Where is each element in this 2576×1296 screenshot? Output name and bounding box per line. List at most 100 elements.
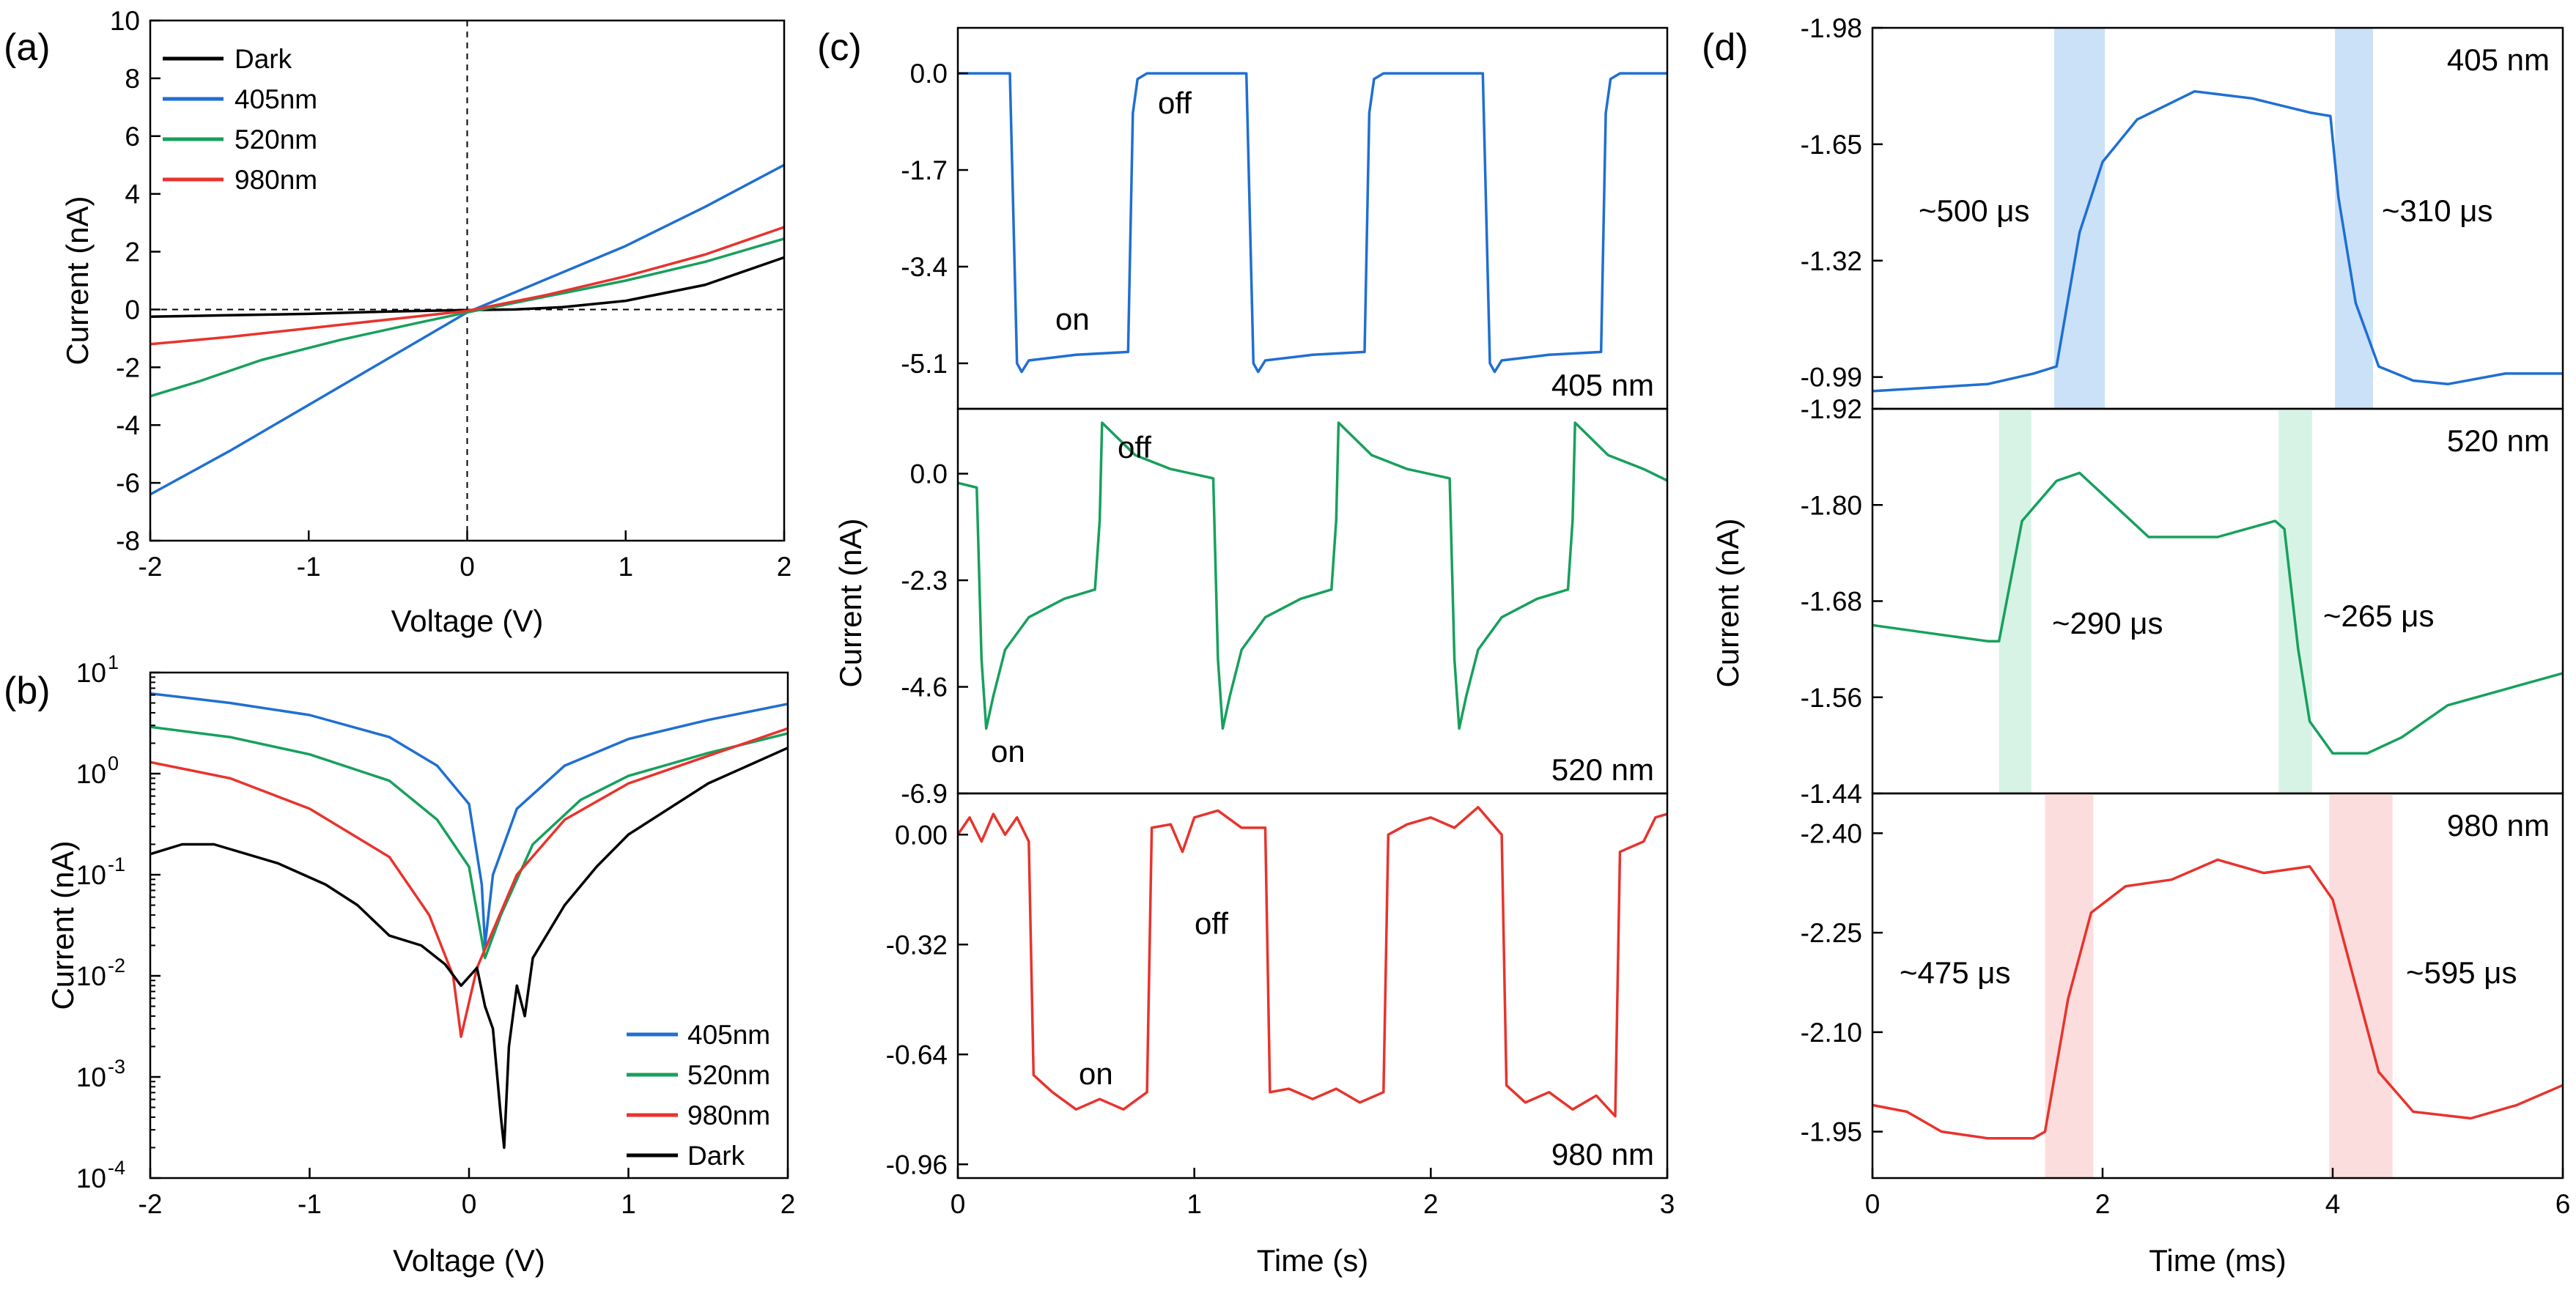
legend-label: Dark: [235, 44, 292, 74]
series-line-980nm: [150, 727, 789, 1038]
x-tick-label: 2: [777, 552, 792, 582]
legend-entry: 520nm: [163, 125, 317, 155]
y-tick-exponent: -2: [108, 955, 125, 977]
panel-d2: -1.92 -1.80 -1.68 -1.56 -1.44 520 nm ~290 μs ~2…: [1710, 394, 2564, 809]
y-tick-label: 2: [125, 237, 140, 267]
time-constant-annotation: ~290 μs: [2052, 606, 2163, 640]
y-tick-exponent: -3: [108, 1056, 125, 1078]
y-axis-label: Current (nA): [1710, 518, 1745, 687]
state-annotation-on: on: [1055, 302, 1090, 336]
state-annotation-on: on: [991, 734, 1025, 769]
shaded-response-span: [2054, 28, 2106, 409]
panel-c1: 0.0 -1.7 -3.4 -5.1 405 nm off on (c) Current (nA…: [817, 26, 1669, 688]
wavelength-label: 405 nm: [1551, 368, 1654, 402]
legend-entry: 980nm: [627, 1100, 770, 1130]
series-line-dark: [150, 256, 785, 319]
x-tick-label: 3: [1660, 1189, 1675, 1219]
y-tick-label: -4.6: [901, 673, 948, 703]
y-tick-label: 0.0: [910, 59, 948, 89]
series-line-405nm: [150, 692, 789, 947]
shaded-response-span: [1999, 409, 2031, 793]
panel-label: (c): [817, 26, 862, 69]
y-tick-label: 8: [125, 64, 140, 94]
legend-entry: Dark: [163, 44, 292, 74]
x-tick-label: 2: [1423, 1189, 1439, 1219]
y-axis-label: Current (nA): [60, 196, 95, 365]
y-tick-label: -1.7: [901, 155, 948, 185]
wavelength-label: 980 nm: [1551, 1137, 1654, 1171]
y-tick-label: -1.56: [1801, 683, 1862, 713]
y-tick-label: 10: [76, 1163, 106, 1193]
y-tick-label: -0.99: [1801, 363, 1862, 393]
panel-d3: -2.40 -2.25 -2.10 -1.95 0 2 4 6 980 nm ~475 μs ~59…: [1801, 792, 2571, 1278]
series-line-980nm: [150, 226, 785, 346]
y-tick-exponent: 1: [108, 651, 119, 673]
y-tick-label: 0.00: [895, 820, 948, 850]
wavelength-label: 520 nm: [1551, 752, 1654, 787]
y-tick-label: 0.0: [910, 459, 948, 489]
panel-c2: 0.0 -2.3 -4.6 -6.9 520 nm off on: [901, 407, 1669, 809]
y-tick-label: -1.44: [1801, 779, 1862, 809]
y-axis-label: Current (nA): [833, 518, 868, 687]
state-annotation-off: off: [1118, 430, 1151, 464]
y-tick-label: -1.65: [1801, 130, 1862, 160]
x-tick-label: 1: [618, 552, 633, 582]
legend-entry: 980nm: [163, 165, 317, 195]
x-axis-label: Time (ms): [2149, 1243, 2286, 1278]
y-tick-label: 10: [76, 860, 106, 890]
time-constant-annotation: ~310 μs: [2382, 193, 2492, 228]
x-tick-label: 1: [621, 1189, 636, 1219]
panel-a: -8 -6 -4 -2 0 2 4 6 8 10 -2 -1 0 1 2 (a) Voltage (V) Curr…: [4, 6, 791, 638]
legend-label: 520nm: [235, 125, 317, 155]
series-line-980nm: [1872, 858, 2564, 1140]
wavelength-label: 520 nm: [2447, 423, 2550, 458]
y-axis-label: Current (nA): [45, 840, 80, 1010]
axes-frame-d3: [1871, 792, 2564, 1180]
y-tick-label: 0: [125, 295, 140, 325]
x-tick-label: -2: [139, 1189, 163, 1219]
x-tick-label: 4: [2325, 1189, 2341, 1219]
axes-frame-c3: [956, 792, 1669, 1180]
legend-entry: Dark: [627, 1141, 745, 1171]
series-line-405nm: [958, 72, 1667, 374]
legend-label: 980nm: [687, 1100, 770, 1130]
wavelength-label: 980 nm: [2447, 808, 2550, 843]
series-line-dark: [150, 747, 789, 1149]
y-tick-label: -0.96: [886, 1149, 948, 1180]
y-tick-exponent: -1: [108, 853, 125, 875]
shaded-response-span: [2278, 409, 2312, 793]
y-tick-label: 10: [76, 658, 106, 688]
y-tick-label: -2: [116, 352, 140, 382]
shaded-response-span: [2045, 793, 2094, 1178]
y-tick-label: -8: [116, 526, 140, 556]
x-tick-label: 0: [460, 552, 475, 582]
y-tick-label: -4: [116, 410, 140, 440]
x-tick-label: -1: [297, 552, 321, 582]
series-line-520nm: [150, 725, 789, 960]
y-tick-label: 4: [125, 179, 140, 210]
x-tick-label: 6: [2555, 1189, 2571, 1219]
legend-label: 980nm: [235, 165, 317, 195]
y-tick-label: 10: [110, 6, 140, 36]
x-tick-label: -1: [298, 1189, 322, 1219]
x-tick-label: 2: [2095, 1189, 2111, 1219]
series-line-980nm: [956, 806, 1668, 1118]
wavelength-label: 405 nm: [2447, 42, 2550, 77]
y-tick-label: -2.25: [1801, 918, 1862, 948]
axes-frame-c2: [956, 407, 1669, 795]
time-constant-annotation: ~265 μs: [2323, 599, 2434, 633]
y-tick-label: 6: [125, 122, 140, 152]
series-line-520nm: [957, 421, 1668, 730]
series-line-520nm: [150, 237, 785, 398]
y-tick-label: -2.10: [1801, 1018, 1862, 1048]
x-tick-label: 0: [462, 1189, 477, 1219]
x-tick-label: -2: [139, 552, 163, 582]
y-tick-label: -2.3: [901, 566, 948, 596]
shaded-response-span: [2329, 793, 2393, 1178]
time-constant-annotation: ~500 μs: [1919, 193, 2029, 228]
time-constant-annotation: ~475 μs: [1900, 955, 2010, 990]
y-tick-exponent: 0: [108, 752, 119, 774]
